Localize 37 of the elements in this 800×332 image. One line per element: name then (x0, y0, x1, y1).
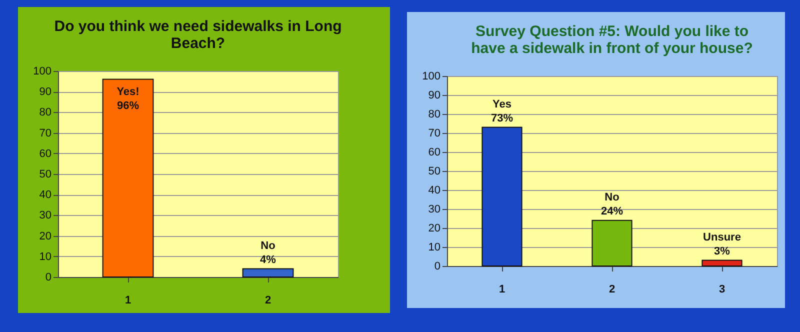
y-tick-label: 60 (39, 148, 52, 160)
y-tick-label: 50 (428, 166, 440, 178)
y-tick-label: 80 (428, 108, 440, 120)
x-tick-label: 1 (124, 294, 132, 306)
y-tick-label: 0 (434, 260, 440, 272)
data-label: No 24% (600, 191, 624, 218)
y-tick-label: 40 (39, 189, 52, 202)
y-tick-label: 30 (39, 210, 52, 222)
x-tick-label: 2 (264, 294, 272, 306)
y-tick-label: 50 (39, 168, 52, 180)
y-tick-label: 20 (428, 222, 440, 234)
y-tick-label: 60 (428, 146, 440, 158)
data-label: Yes! 96% (116, 86, 140, 112)
x-tick-label: 1 (498, 284, 506, 296)
y-tick-label: 100 (422, 70, 440, 82)
y-tick-label: 30 (428, 204, 440, 216)
chart-title: Survey Question #5: Would you like to have a sidewalk in front of your house? (471, 23, 753, 57)
y-tick-label: 70 (428, 128, 440, 140)
bar (482, 126, 522, 266)
y-tick-label: 10 (428, 242, 440, 254)
data-label: Yes 73% (490, 98, 514, 124)
y-tick-label: 70 (39, 127, 52, 140)
data-label: No 4% (260, 240, 276, 266)
y-tick-label: 90 (39, 86, 52, 98)
y-tick-label: 90 (428, 90, 440, 102)
bar (702, 260, 742, 266)
x-tick-label: 3 (718, 284, 726, 296)
bar (592, 220, 632, 266)
data-label: Unsure 3% (703, 231, 741, 258)
y-tick-label: 10 (39, 250, 52, 263)
chart-title: Do you think we need sidewalks in Long Beach? (54, 18, 342, 52)
y-tick-label: 0 (45, 272, 52, 284)
y-tick-label: 40 (428, 184, 440, 196)
y-tick-label: 100 (33, 66, 52, 78)
x-tick-label: 2 (608, 284, 616, 296)
y-tick-label: 20 (39, 230, 52, 242)
y-tick-label: 80 (39, 106, 52, 119)
